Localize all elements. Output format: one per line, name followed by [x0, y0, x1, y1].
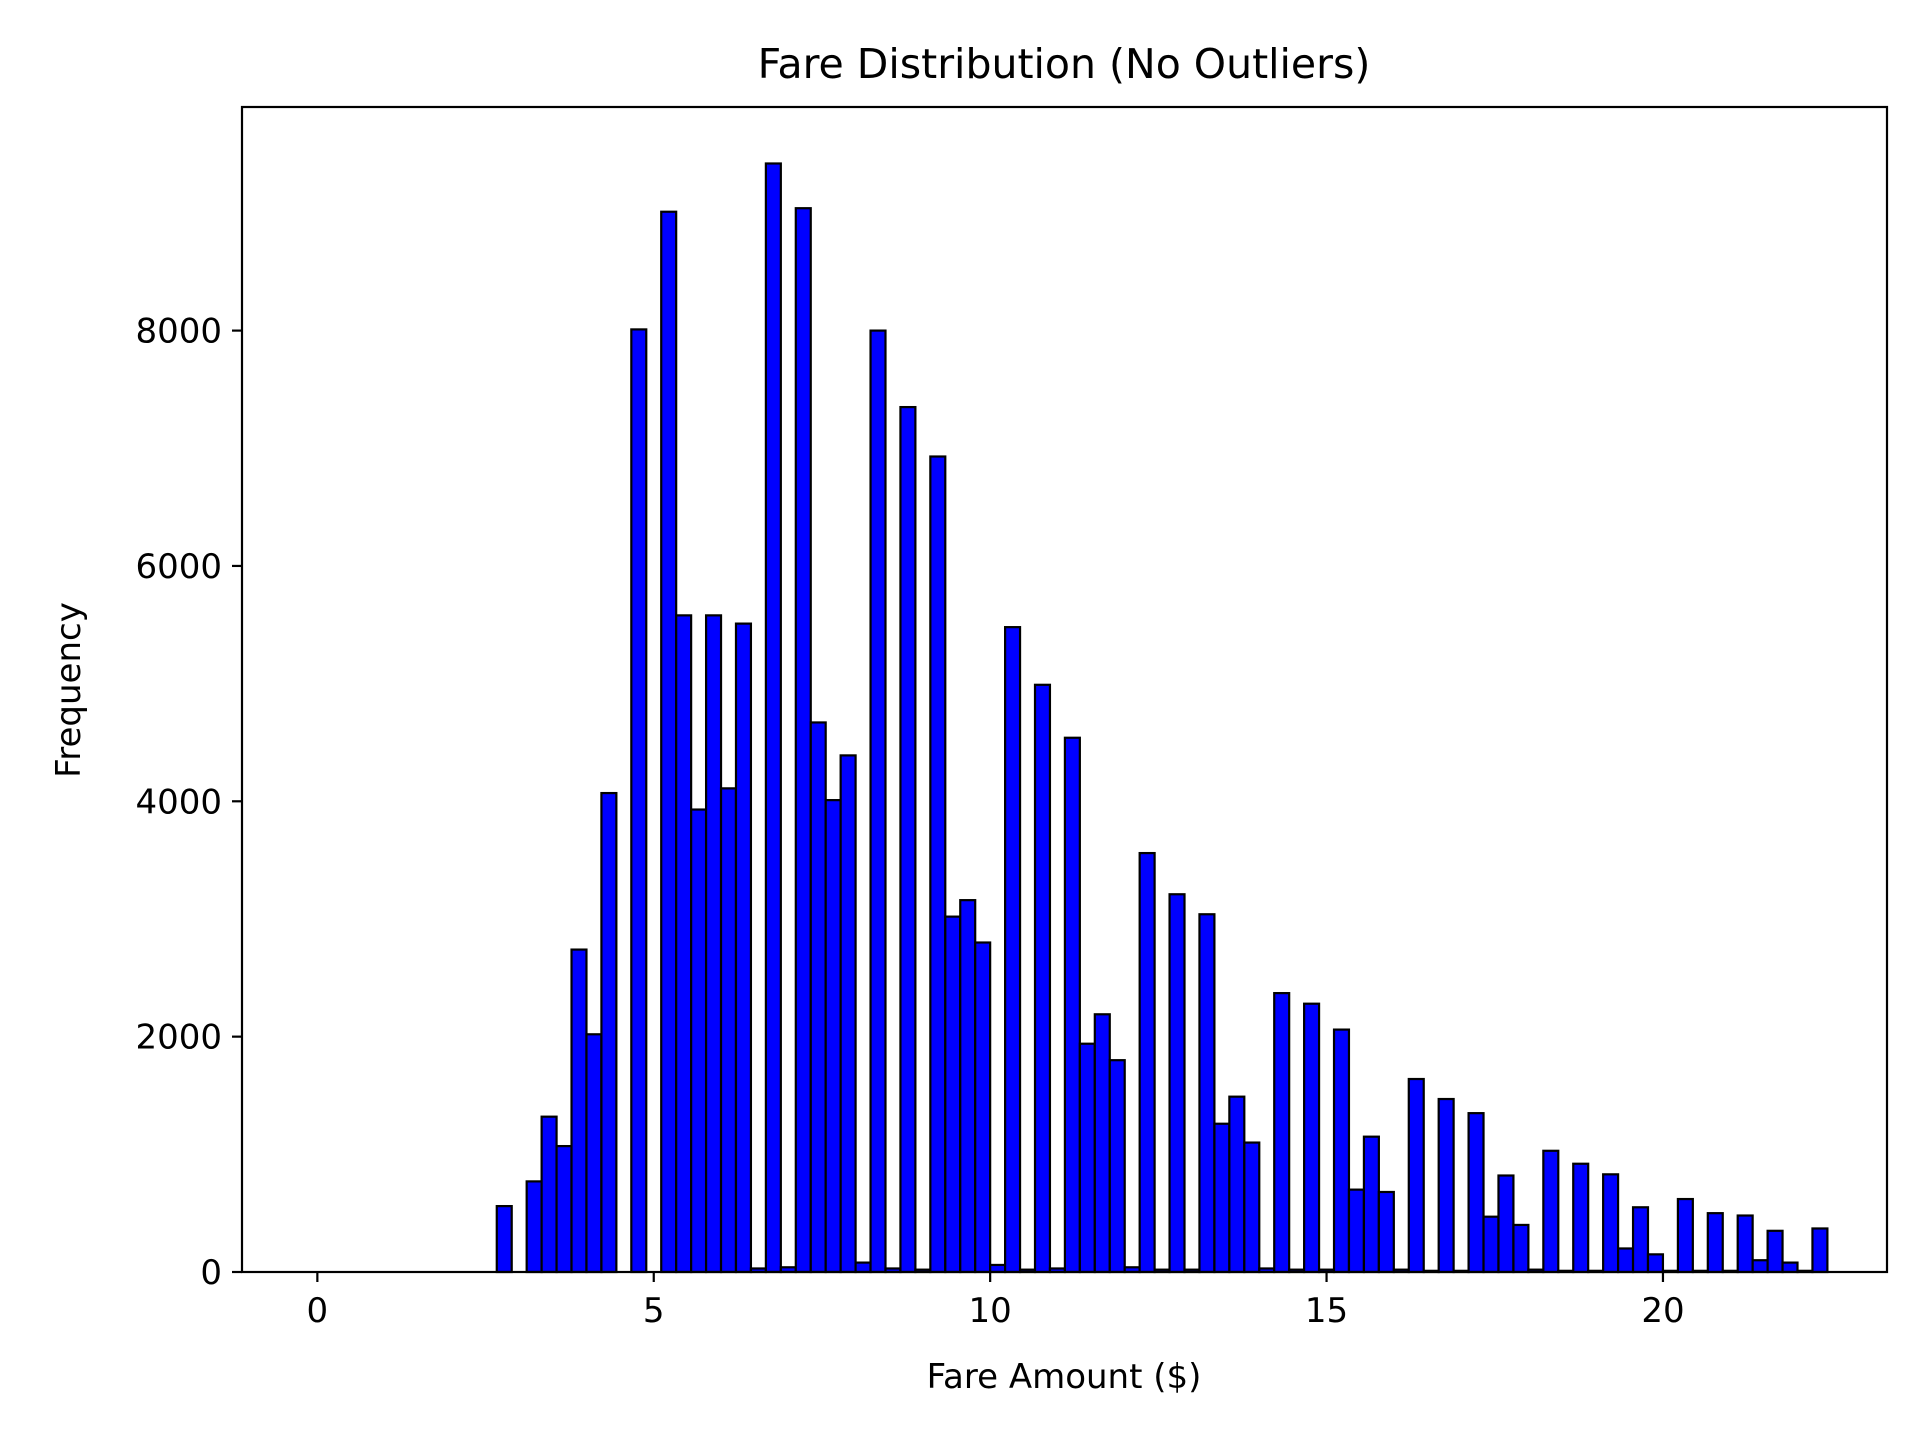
histogram-bar — [1407, 1077, 1425, 1274]
histogram-bar — [1033, 683, 1052, 1274]
histogram-bar — [839, 754, 857, 1274]
histogram-bar — [1676, 1197, 1694, 1274]
plot-frame — [240, 105, 1889, 1274]
histogram-bar — [1781, 1261, 1799, 1274]
y-tick-label: 6000 — [135, 547, 222, 587]
y-tick-label: 0 — [200, 1253, 222, 1293]
histogram-bar — [809, 721, 827, 1274]
histogram-bar — [1646, 1253, 1665, 1274]
x-axis-label: Fare Amount ($) — [927, 1357, 1202, 1397]
histogram-bar — [719, 787, 738, 1274]
histogram-bar — [899, 405, 917, 1274]
histogram-bar — [1078, 1042, 1096, 1274]
histogram-bar — [630, 328, 648, 1274]
histogram-bar — [600, 791, 618, 1274]
histogram-bar — [1482, 1215, 1500, 1274]
y-tick-label: 8000 — [135, 312, 222, 352]
histogram-bar — [675, 614, 693, 1274]
y-tick-label: 4000 — [135, 782, 222, 822]
histogram-bar — [734, 622, 753, 1274]
histogram-bar — [690, 808, 708, 1274]
histogram-bar — [1243, 1141, 1261, 1274]
histogram-bar — [929, 455, 947, 1274]
histogram-bar — [974, 941, 992, 1274]
histogram-bar — [1811, 1227, 1829, 1274]
histogram-bar — [570, 948, 588, 1274]
histogram-bar — [1542, 1149, 1560, 1274]
histogram-bar — [1736, 1214, 1754, 1274]
x-tick-label: 5 — [643, 1291, 665, 1331]
y-tick-label: 2000 — [135, 1018, 222, 1058]
histogram-bar — [869, 329, 887, 1274]
histogram-bar — [1512, 1223, 1530, 1274]
histogram-bar — [1602, 1173, 1620, 1274]
histogram-bar — [660, 210, 678, 1274]
histogram-bar — [1138, 851, 1156, 1274]
histogram-bar — [1497, 1174, 1515, 1274]
histogram-bar — [854, 1261, 872, 1274]
chart-title: Fare Distribution (No Outliers) — [758, 40, 1371, 88]
histogram-bar — [1572, 1162, 1590, 1274]
histogram-bar — [1706, 1212, 1724, 1274]
x-tick-label: 20 — [1641, 1291, 1684, 1331]
histogram-bar — [1377, 1190, 1395, 1274]
histogram-bar — [1751, 1259, 1769, 1274]
x-ticks: 0 5 10 15 20 — [307, 1272, 1685, 1331]
histogram-bar — [1213, 1122, 1231, 1274]
x-tick-label: 15 — [1305, 1291, 1348, 1331]
x-tick-label: 0 — [307, 1291, 329, 1331]
histogram-bar — [959, 899, 977, 1274]
histogram-bar — [704, 614, 723, 1274]
histogram-bar — [1347, 1188, 1366, 1274]
histogram-bar — [1273, 992, 1291, 1274]
histogram-bar — [585, 1033, 603, 1274]
histogram-bar — [1332, 1028, 1351, 1274]
y-ticks: 0 2000 4000 6000 8000 — [135, 312, 242, 1293]
histogram-bar — [1063, 736, 1081, 1274]
histogram-bar — [1108, 1059, 1126, 1274]
histogram-bar — [1766, 1229, 1784, 1274]
histogram-bar — [1362, 1135, 1380, 1274]
histogram-bar — [764, 162, 782, 1274]
histogram-bar — [1093, 1013, 1111, 1274]
histogram-bar — [1631, 1206, 1650, 1274]
histogram-bar — [944, 915, 962, 1274]
histogram-bar — [1168, 893, 1186, 1274]
histogram-bar — [1303, 1002, 1321, 1274]
histogram-bar — [1198, 913, 1216, 1274]
histogram-bar — [1228, 1095, 1246, 1274]
y-axis-label: Frequency — [49, 602, 89, 778]
histogram-bar — [824, 799, 842, 1274]
histogram-bar — [525, 1180, 543, 1274]
histogram-bar — [495, 1204, 513, 1274]
histogram-bar — [794, 207, 812, 1274]
histogram-bar — [1003, 626, 1022, 1274]
histogram-bar — [1616, 1247, 1635, 1274]
histogram-bar — [555, 1144, 573, 1274]
histogram-bar — [540, 1115, 558, 1274]
x-tick-label: 10 — [969, 1291, 1012, 1331]
histogram-bar — [1467, 1112, 1485, 1274]
histogram-bar — [1437, 1097, 1455, 1274]
